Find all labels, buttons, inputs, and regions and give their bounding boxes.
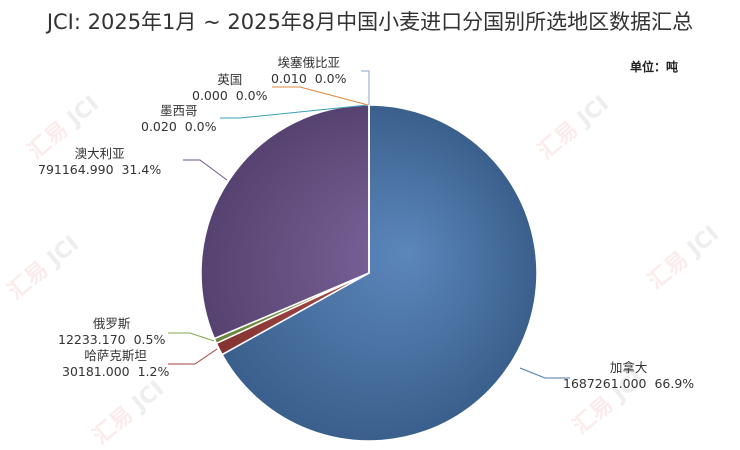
chart-title: JCI: 2025年1月 ~ 2025年8月中国小麦进口分国别所选地区数据汇总 <box>46 10 694 34</box>
leader-line-canada <box>519 367 570 379</box>
slice-name: 英国 <box>217 72 243 87</box>
leader-line-australia <box>183 159 228 181</box>
data-label-kazakhstan: 哈萨克斯坦 30181.000 1.2% <box>62 348 169 380</box>
slice-percent: 31.4% <box>121 162 162 177</box>
data-label-uk: 英国 0.000 0.0% <box>192 72 268 104</box>
pie-slice-澳大利亚 <box>200 104 370 340</box>
pie-slice-加拿大 <box>221 104 538 442</box>
data-label-australia: 澳大利亚 791164.990 31.4% <box>38 146 161 178</box>
leader-line-russia <box>168 332 215 342</box>
slice-name: 加拿大 <box>609 360 648 375</box>
slice-percent: 1.2% <box>137 364 170 379</box>
slice-value: 0.010 <box>271 71 307 86</box>
slice-value: 0.000 <box>192 88 228 103</box>
slice-name: 墨西哥 <box>160 103 198 118</box>
slice-percent: 0.0% <box>235 88 268 103</box>
data-label-russia: 俄罗斯 12233.170 0.5% <box>58 316 165 348</box>
leader-line-kazakhstan <box>168 348 218 365</box>
data-label-mexico: 墨西哥 0.020 0.0% <box>141 103 217 135</box>
data-label-canada: 加拿大 1687261.000 66.9% <box>563 360 694 392</box>
slice-name: 哈萨克斯坦 <box>84 348 147 363</box>
slice-name: 俄罗斯 <box>92 316 131 331</box>
slice-value: 0.020 <box>141 119 177 134</box>
leader-line-mexico <box>220 104 369 119</box>
slice-name: 埃塞俄比亚 <box>277 55 341 70</box>
slice-value: 791164.990 <box>38 162 114 177</box>
slice-percent: 0.5% <box>133 332 166 347</box>
slice-percent: 66.9% <box>654 376 695 391</box>
slice-percent: 0.0% <box>184 119 217 134</box>
unit-label: 单位：吨 <box>629 60 678 74</box>
slice-percent: 0.0% <box>314 71 347 86</box>
slice-value: 1687261.000 <box>563 376 647 391</box>
slice-value: 30181.000 <box>62 364 130 379</box>
slice-value: 12233.170 <box>58 332 126 347</box>
leader-line-ethiopia <box>361 70 370 105</box>
data-label-ethiopia: 埃塞俄比亚 0.010 0.0% <box>271 55 347 87</box>
leader-line-uk <box>272 86 369 106</box>
slice-name: 澳大利亚 <box>74 146 125 161</box>
